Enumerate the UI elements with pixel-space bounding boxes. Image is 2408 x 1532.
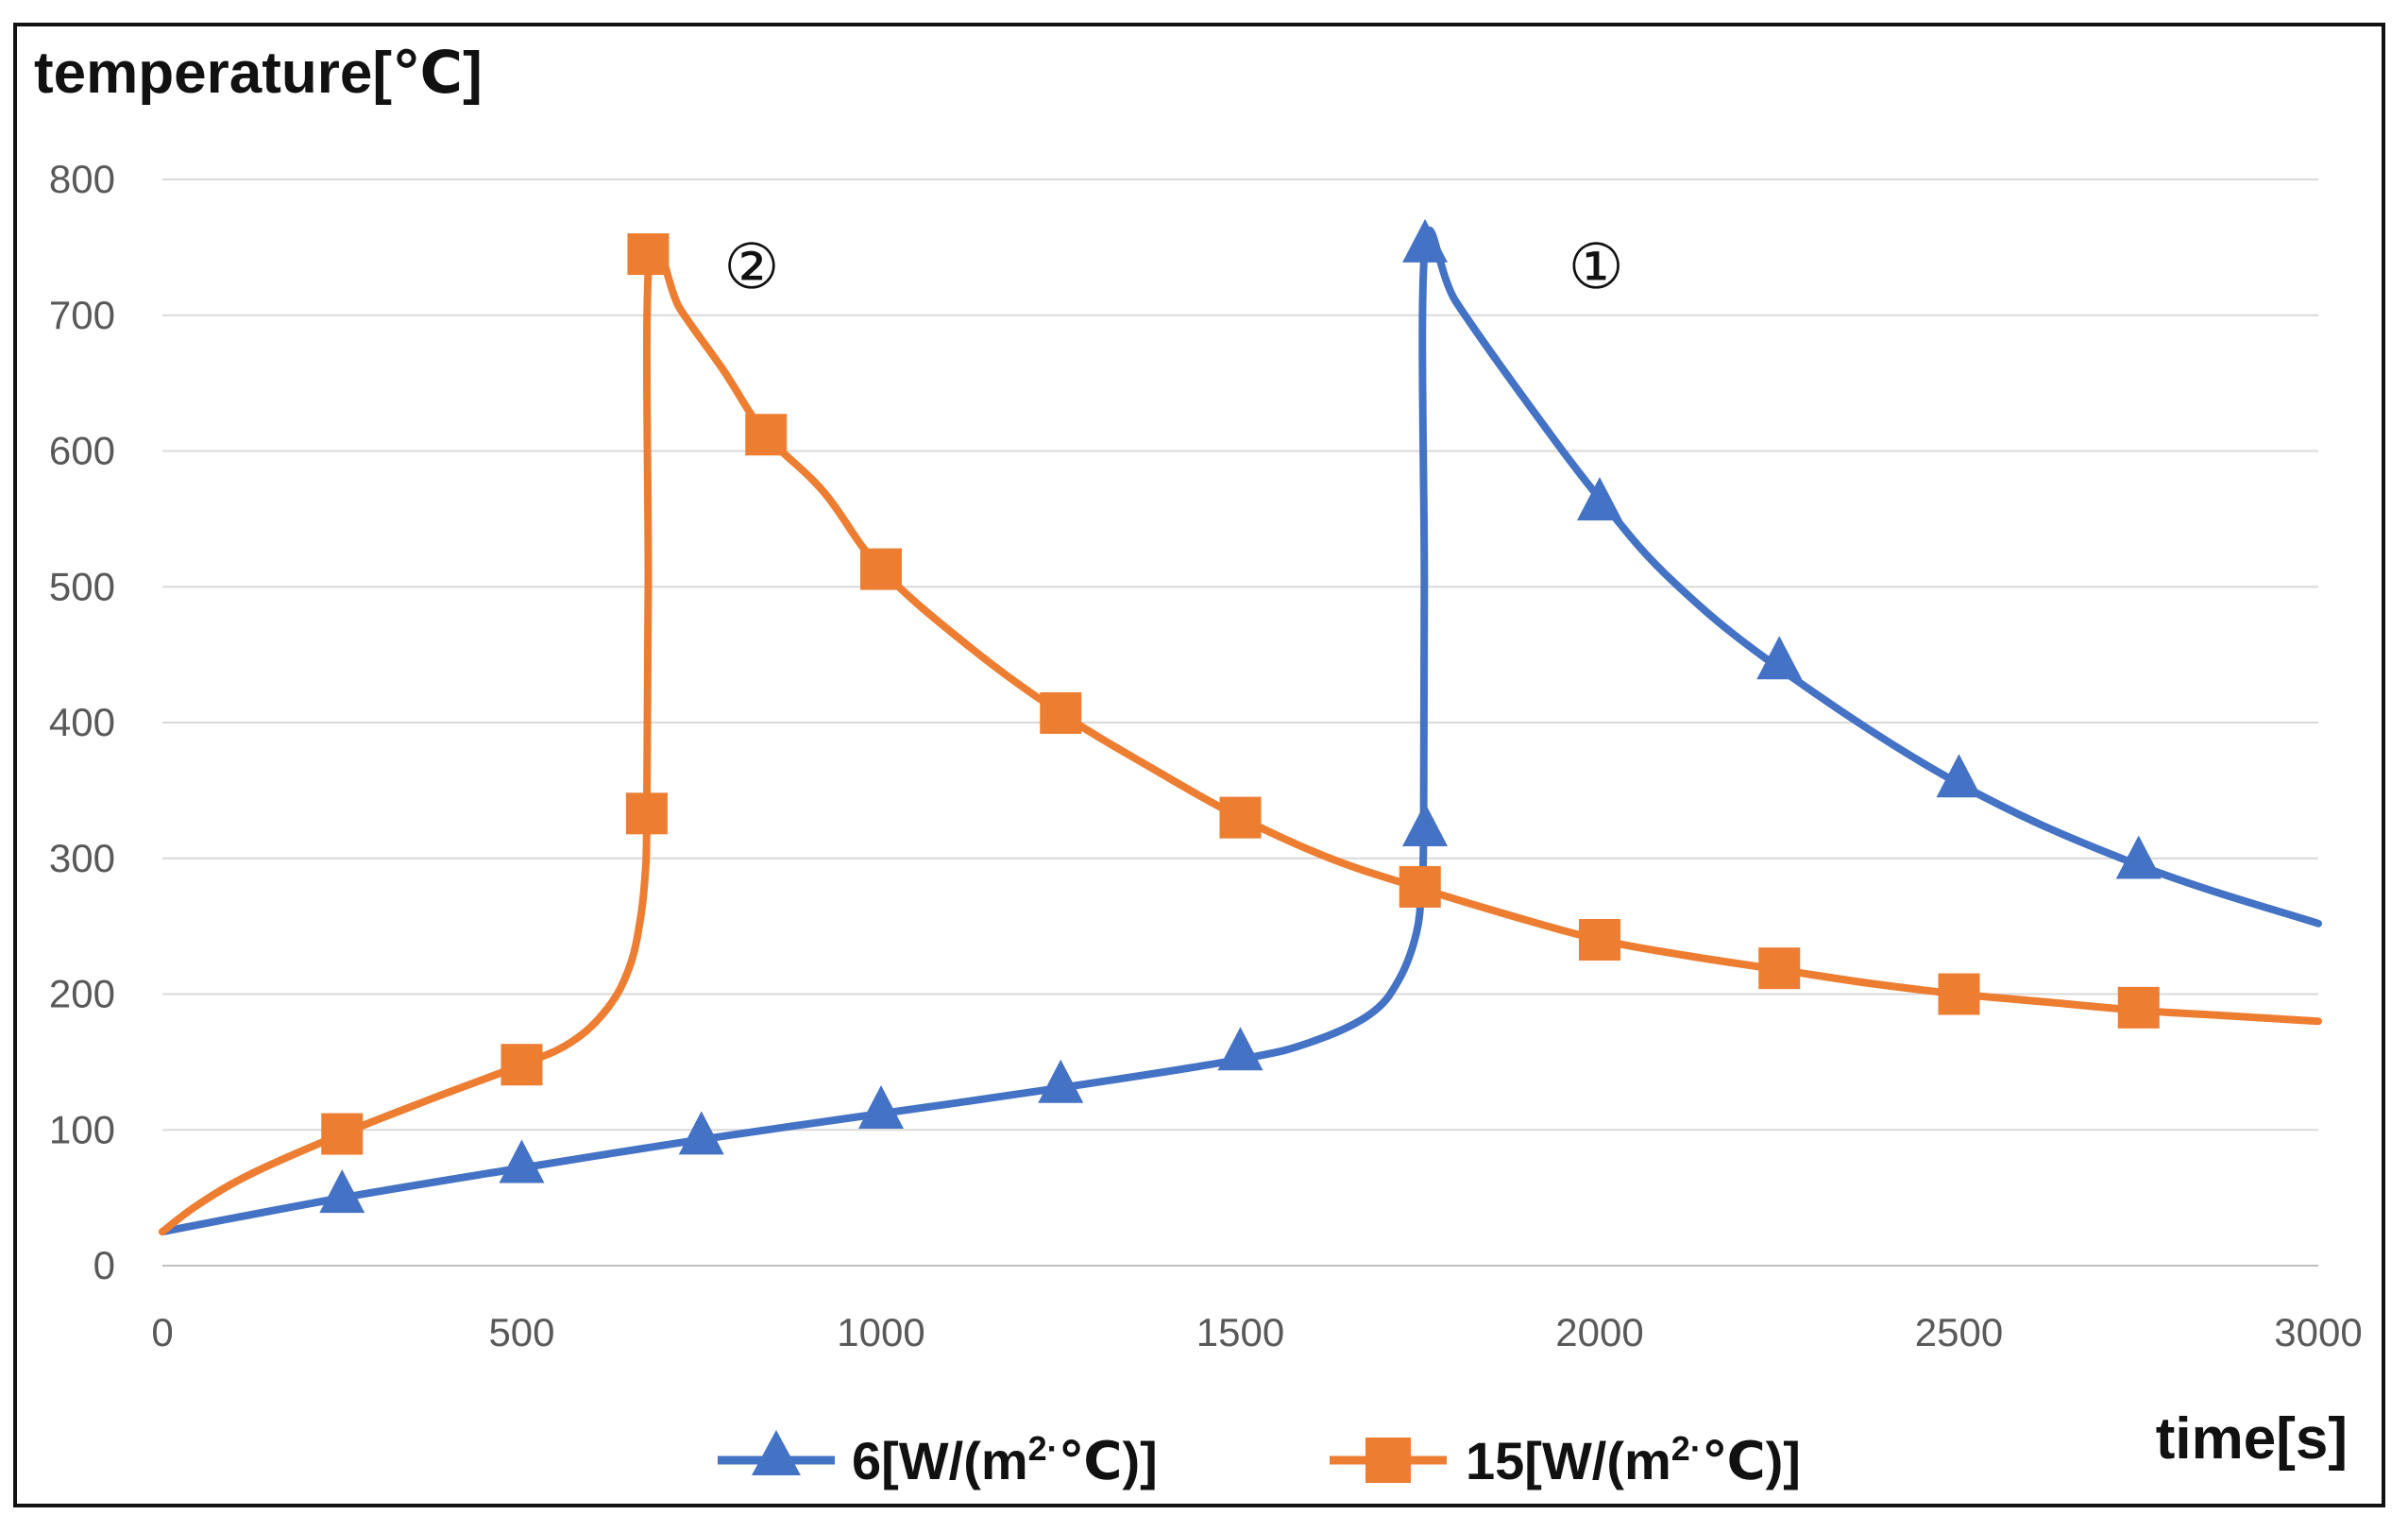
series-1 (159, 218, 2322, 1236)
legend-label-series-2: 15[W/(m2·℃)] (1466, 1429, 1801, 1490)
x-tick-label: 3000 (2274, 1310, 2362, 1354)
triangle-marker (2115, 835, 2162, 879)
x-tick-label: 1000 (837, 1310, 924, 1354)
x-tick-label: 0 (151, 1310, 173, 1354)
square-marker (1579, 919, 1620, 961)
square-marker (627, 233, 670, 276)
y-tick-label: 400 (49, 700, 115, 744)
legend-square-marker (1365, 1438, 1411, 1483)
annotation-label-1: ② (723, 230, 779, 303)
square-marker (2117, 986, 2160, 1029)
legend-triangle-marker (752, 1430, 801, 1475)
legend: 6[W/(m2·℃)] 15[W/(m2·℃)] (718, 1429, 1801, 1490)
triangle-marker (1936, 754, 1982, 798)
square-marker (1219, 796, 1262, 839)
x-tick-label: 1500 (1196, 1310, 1284, 1354)
legend-item-series-2: 15[W/(m2·℃)] (1330, 1429, 1801, 1490)
y-axis-ticks: 0 100 200 300 400 500 600 700 800 (49, 157, 115, 1287)
square-marker (321, 1113, 364, 1155)
legend-item-series-1: 6[W/(m2·℃)] (718, 1429, 1158, 1490)
triangle-marker (1577, 477, 1622, 520)
x-tick-label: 2500 (1915, 1310, 2003, 1354)
square-marker (745, 414, 788, 456)
x-axis-label: time[s] (2156, 1406, 2348, 1472)
y-tick-label: 300 (49, 836, 115, 880)
triangle-marker (1402, 803, 1449, 846)
triangle-marker (1756, 636, 1803, 680)
square-marker (1040, 691, 1082, 734)
annotation-label-2: ① (1569, 230, 1624, 303)
square-marker (625, 792, 668, 835)
y-tick-label: 600 (49, 429, 115, 473)
y-tick-label: 100 (49, 1107, 115, 1151)
triangle-marker (1402, 218, 1449, 263)
y-tick-label: 700 (49, 293, 115, 337)
y-axis-label: temperature[℃] (34, 41, 483, 106)
x-tick-label: 500 (488, 1310, 554, 1354)
series-2-line (159, 234, 2322, 1236)
grid-lines (162, 179, 2318, 1267)
square-marker (1938, 973, 1980, 1015)
x-tick-label: 2000 (1555, 1310, 1643, 1354)
triangle-marker (858, 1085, 904, 1129)
series-2 (159, 233, 2322, 1236)
triangle-marker (678, 1111, 724, 1155)
triangle-marker (319, 1169, 365, 1214)
square-marker (1399, 865, 1441, 908)
y-tick-label: 0 (93, 1243, 115, 1287)
square-marker (500, 1044, 543, 1086)
legend-label-series-1: 6[W/(m2·℃)] (852, 1429, 1158, 1490)
series-group (159, 218, 2322, 1236)
square-marker (1758, 947, 1801, 990)
x-axis-ticks: 0 500 1000 1500 2000 2500 3000 (151, 1310, 2362, 1354)
square-marker (860, 548, 902, 590)
triangle-marker (1038, 1059, 1084, 1103)
y-tick-label: 200 (49, 972, 115, 1016)
triangle-marker (499, 1139, 545, 1183)
y-tick-label: 500 (49, 564, 115, 608)
triangle-marker (1217, 1027, 1263, 1071)
chart-frame (13, 23, 2385, 1507)
y-tick-label: 800 (49, 157, 115, 201)
